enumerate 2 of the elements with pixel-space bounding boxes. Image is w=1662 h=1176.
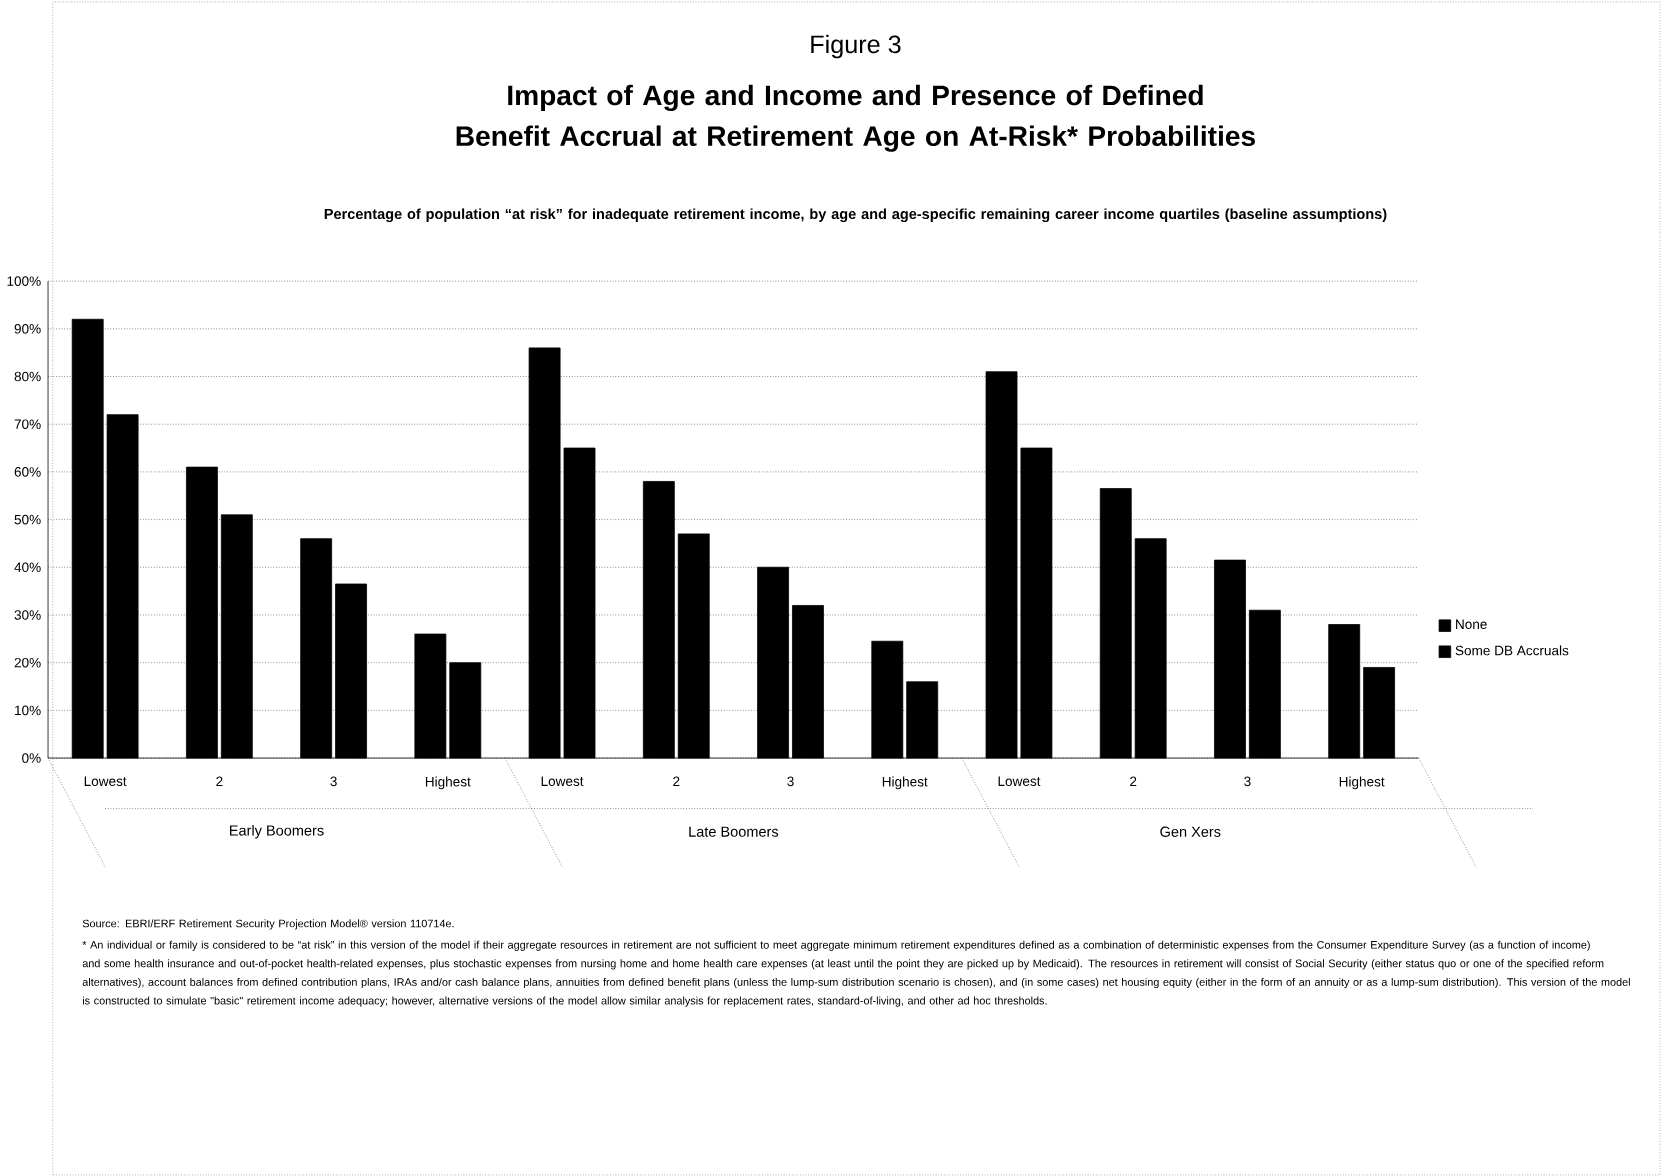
chart-title: Impact of Age and Income and Presence of Defined Benefit Accrual at Retirement Age on At-Risk* Probabilities: [456, 84, 1255, 152]
chart-subtitle: Figure 3: [811, 34, 901, 58]
